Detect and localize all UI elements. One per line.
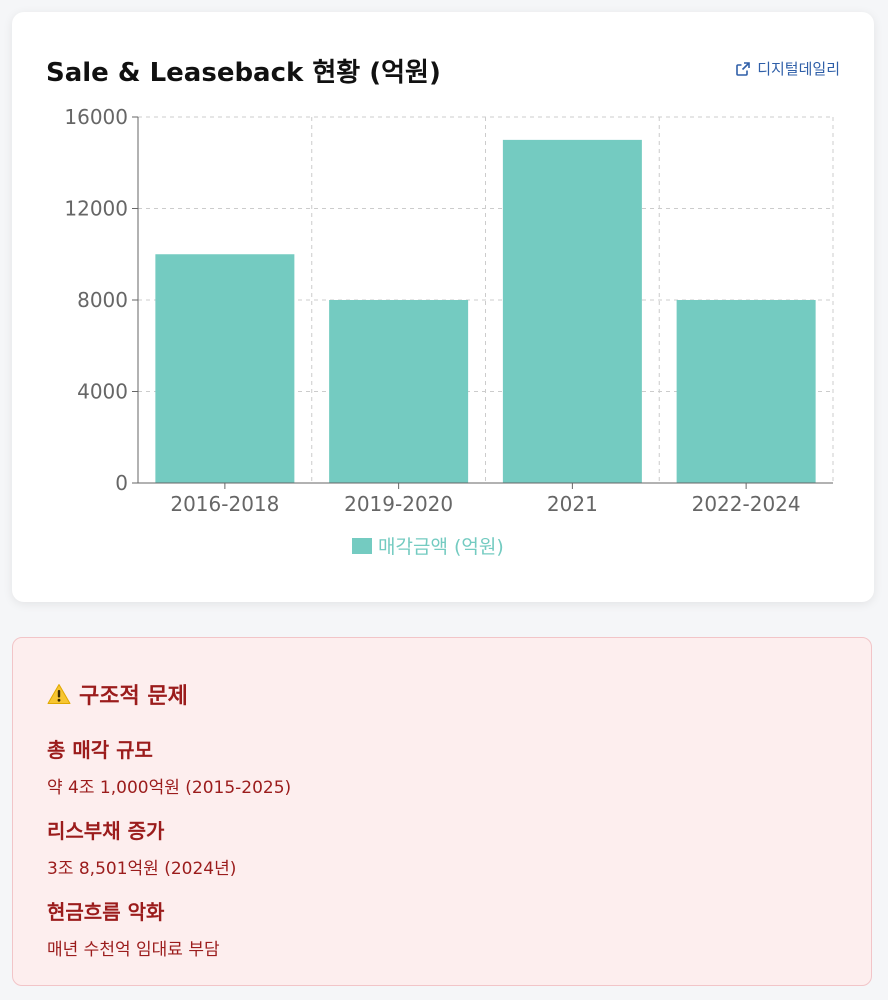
- card-title: Sale & Leaseback 현황 (억원): [46, 58, 441, 88]
- external-link-icon: [735, 61, 751, 77]
- issue-item: 현금흐름 악화 매년 수천억 임대료 부담: [47, 896, 220, 960]
- issue-item-desc: 매년 수천억 임대료 부담: [47, 940, 220, 960]
- chart-card: Sale & Leaseback 현황 (억원) 디지털데일리 0 4000 800…: [12, 12, 874, 602]
- bar: [329, 300, 469, 483]
- issue-item-title: 리스부채 증가: [47, 819, 165, 843]
- issue-item: 리스부채 증가 3조 8,501억원 (2024년): [47, 815, 236, 879]
- issue-title-text: 구조적 문제: [79, 684, 188, 709]
- legend-swatch: [352, 537, 372, 554]
- y-tick-label: 8000: [77, 288, 128, 312]
- y-tick-label: 12000: [64, 197, 128, 221]
- chart-legend: 매각금액 (억원): [352, 532, 504, 559]
- issue-item-desc: 3조 8,501억원 (2024년): [47, 859, 237, 879]
- issue-item-title: 현금흐름 악화: [47, 900, 165, 924]
- x-tick-label: 2021: [547, 492, 598, 516]
- y-tick-label: 16000: [64, 105, 128, 129]
- source-link[interactable]: 디지털데일리: [735, 58, 840, 79]
- y-tick-label: 4000: [77, 380, 128, 404]
- legend-label: 매각금액 (억원): [378, 536, 504, 558]
- x-tick-label: 2022-2024: [692, 492, 801, 516]
- issue-item-desc: 약 4조 1,000억원 (2015-2025): [47, 778, 292, 798]
- source-label: 디지털데일리: [757, 60, 840, 78]
- y-tick-label: 0: [115, 471, 128, 495]
- warning-icon: [47, 683, 71, 705]
- issue-item: 총 매각 규모 약 4조 1,000억원 (2015-2025): [47, 734, 291, 798]
- bar: [502, 139, 642, 483]
- issue-item-title: 총 매각 규모: [47, 738, 153, 762]
- bar: [155, 254, 295, 483]
- bar: [676, 300, 816, 483]
- issue-box: 구조적 문제 총 매각 규모 약 4조 1,000억원 (2015-2025) …: [12, 637, 872, 986]
- x-tick-label: 2019-2020: [344, 492, 453, 516]
- x-tick-label: 2016-2018: [170, 492, 279, 516]
- bar-chart: 0 4000 8000 12000 16000 2016-2018 2019-2020 202…: [64, 105, 834, 516]
- issue-title: 구조적 문제: [47, 678, 188, 710]
